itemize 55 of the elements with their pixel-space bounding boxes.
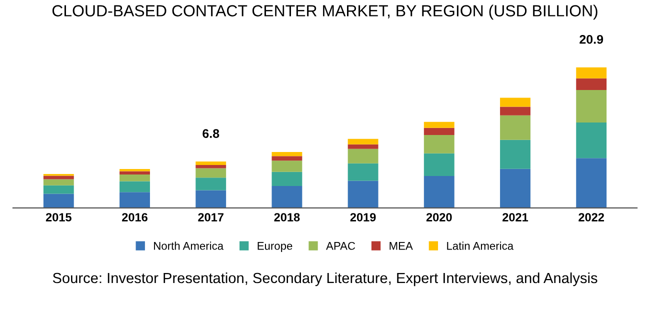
legend-label: MEA (390, 242, 413, 250)
bar (348, 163, 378, 181)
bar (196, 190, 226, 208)
bar (576, 78, 607, 90)
bar (576, 90, 607, 122)
bar (196, 168, 226, 178)
bar (424, 134, 454, 154)
x-tick-label: 2016 (122, 213, 148, 222)
legend-label: APAC (326, 242, 356, 250)
bar (500, 168, 530, 208)
legend-label: Europe (258, 242, 292, 252)
bar (500, 106, 530, 116)
chart-title: CLOUD-BASED CONTACT CENTER MARKET, BY REGION (USD BILLION) (52, 4, 598, 20)
x-tick-label: 2020 (426, 213, 452, 222)
bar (348, 180, 378, 208)
bar (43, 176, 74, 180)
legend-label: Latin America (447, 242, 514, 250)
bar (43, 185, 74, 194)
x-tick-label: 2022 (578, 213, 604, 222)
bar (424, 153, 454, 176)
bar (424, 128, 454, 135)
x-tick-label: 2019 (350, 213, 376, 222)
x-tick-label: 2018 (274, 213, 300, 222)
legend-label: North America (154, 242, 224, 250)
bar (120, 174, 150, 182)
bar (424, 122, 454, 128)
bar (120, 192, 150, 208)
bar (272, 152, 302, 156)
bar (424, 176, 454, 208)
source-note: Source: Investor Presentation, Secondary Literature, Expert Interviews, and Analysis (52, 272, 598, 286)
bar (348, 144, 378, 149)
bar (43, 179, 74, 186)
bar (272, 156, 302, 161)
x-tick-label: 2021 (502, 213, 528, 222)
bar (348, 148, 378, 164)
bar (272, 160, 302, 172)
x-tick-label: 2015 (46, 213, 72, 222)
x-tick-label: 2017 (198, 213, 224, 222)
bar (272, 172, 302, 186)
bar (576, 122, 607, 158)
bar (196, 162, 226, 166)
annotation: 6.8 (202, 129, 220, 138)
annotation: 20.9 (580, 34, 604, 44)
bar (500, 115, 530, 140)
bar (196, 178, 226, 190)
bar (576, 158, 607, 208)
bar (500, 98, 530, 107)
bar (576, 67, 607, 78)
bar (196, 165, 226, 168)
bar (500, 140, 530, 169)
bar (120, 171, 150, 174)
bar (43, 194, 74, 208)
bar (120, 181, 150, 192)
bar (272, 186, 302, 208)
bar (348, 138, 378, 144)
